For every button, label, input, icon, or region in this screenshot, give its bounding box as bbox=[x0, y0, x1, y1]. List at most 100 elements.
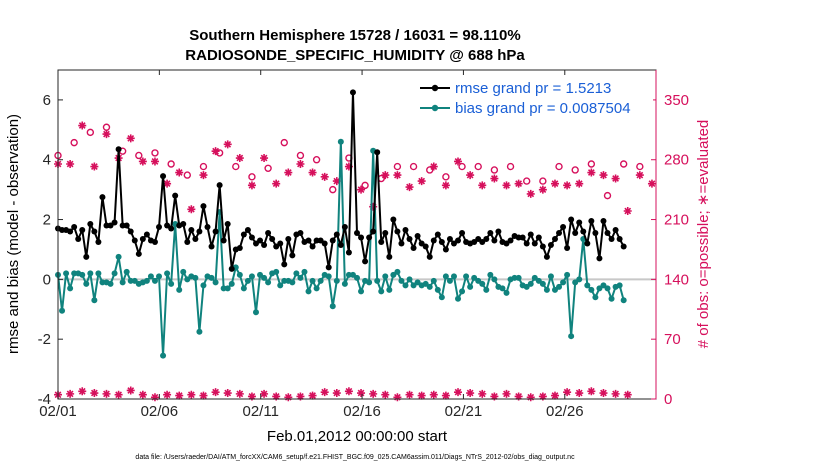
bias-point bbox=[560, 279, 567, 286]
rmse-point bbox=[143, 231, 150, 238]
rmse-point bbox=[398, 240, 405, 247]
obs-evaluated-point bbox=[357, 185, 366, 194]
bias-point bbox=[329, 303, 336, 310]
rmse-point bbox=[487, 230, 494, 237]
bias-point bbox=[608, 295, 615, 302]
rmse-point bbox=[208, 243, 215, 250]
obs-possible-point bbox=[523, 177, 531, 185]
obs-evaluated-point bbox=[441, 181, 450, 190]
y-axis-label: rmse and bias (model - observation) bbox=[5, 114, 22, 354]
y-tick-label: 2 bbox=[43, 212, 51, 229]
bias-point bbox=[83, 280, 90, 287]
bias-point bbox=[487, 271, 494, 278]
rmse-point bbox=[131, 237, 138, 244]
bias-point bbox=[147, 273, 154, 280]
rmse-point bbox=[495, 228, 502, 235]
bias-point bbox=[261, 274, 268, 281]
obs-evaluated-point bbox=[575, 179, 584, 188]
bias-point bbox=[402, 282, 409, 289]
obs-evaluated-point bbox=[175, 168, 184, 177]
obs-evaluated-point bbox=[163, 179, 172, 188]
legend-label-bias: bias grand pr = 0.0087504 bbox=[455, 100, 631, 117]
bias-point bbox=[584, 282, 591, 289]
rmse-point bbox=[410, 244, 417, 251]
rmse-point bbox=[257, 237, 264, 244]
bias-point bbox=[293, 270, 300, 277]
obs-evaluated-point bbox=[599, 171, 608, 180]
bias-point bbox=[515, 274, 522, 281]
rmse-point bbox=[244, 227, 251, 234]
rmse-point bbox=[269, 235, 276, 242]
bias-point bbox=[438, 294, 445, 301]
obs-evaluated-point bbox=[90, 389, 99, 398]
obs-evaluated-point bbox=[405, 183, 414, 192]
obs-evaluated-point bbox=[466, 171, 475, 180]
legend-marker-rmse bbox=[431, 84, 439, 92]
bias-point bbox=[67, 285, 74, 292]
obs-evaluated-point bbox=[502, 389, 511, 398]
bias-point bbox=[455, 295, 462, 302]
rmse-point bbox=[382, 230, 389, 237]
obs-evaluated-point bbox=[260, 154, 269, 163]
y2-tick-label: 70 bbox=[664, 331, 681, 348]
y-axis-left-ticks: -4 -2 0 2 4 6 bbox=[38, 92, 63, 408]
bias-point bbox=[265, 279, 272, 286]
obs-possible-point bbox=[555, 162, 563, 171]
bias-point bbox=[576, 276, 583, 283]
rmse-point bbox=[378, 238, 385, 245]
rmse-point bbox=[261, 241, 268, 248]
obs-evaluated-point bbox=[466, 389, 475, 398]
bias-point bbox=[200, 282, 207, 289]
obs-evaluated-point bbox=[78, 387, 87, 396]
bias-point bbox=[337, 138, 344, 145]
rmse-point bbox=[248, 234, 255, 241]
obs-evaluated-point bbox=[550, 391, 559, 400]
rmse-point bbox=[547, 241, 554, 248]
rmse-point bbox=[168, 225, 175, 232]
bias-point bbox=[63, 270, 70, 277]
bias-point bbox=[248, 273, 255, 280]
obs-evaluated-point bbox=[490, 392, 499, 401]
obs-possible-point bbox=[86, 128, 95, 137]
obs-evaluated-point bbox=[575, 389, 584, 398]
obs-evaluated-point bbox=[369, 389, 378, 398]
rmse-point bbox=[592, 230, 599, 237]
bias-point bbox=[556, 283, 563, 290]
rmse-point bbox=[434, 231, 441, 238]
rmse-point bbox=[588, 218, 595, 225]
rmse-point bbox=[568, 216, 575, 223]
rmse-point bbox=[192, 235, 199, 242]
obs-evaluated-point bbox=[78, 121, 87, 130]
rmse-point bbox=[212, 228, 219, 235]
rmse-point bbox=[240, 231, 247, 238]
x-tick-label: 02/16 bbox=[343, 403, 381, 420]
obs-evaluated-point bbox=[611, 389, 620, 398]
obs-evaluated-point bbox=[344, 387, 353, 396]
obs-evaluated-point bbox=[66, 160, 75, 168]
obs-possible-point bbox=[329, 185, 337, 194]
bias-point bbox=[252, 309, 259, 316]
bias-point bbox=[430, 277, 437, 284]
rmse-point bbox=[386, 253, 393, 260]
bias-point bbox=[212, 279, 219, 286]
rmse-point bbox=[281, 261, 288, 268]
x-tick-label: 02/01 bbox=[39, 403, 77, 420]
rmse-point bbox=[560, 224, 567, 231]
rmse-point bbox=[200, 203, 207, 210]
bias-point bbox=[143, 277, 150, 284]
rmse-point bbox=[111, 219, 118, 226]
bias-point bbox=[374, 277, 381, 284]
bias-point bbox=[119, 279, 126, 286]
bias-point bbox=[236, 271, 243, 278]
x-axis-ticks: 02/01 02/06 02/11 02/16 02/21 02/26 bbox=[39, 70, 584, 420]
obs-evaluated-point bbox=[563, 181, 572, 190]
obs-possible-point bbox=[135, 151, 143, 160]
x-tick-label: 02/06 bbox=[141, 403, 179, 420]
obs-evaluated-point bbox=[611, 174, 620, 183]
obs-evaluated-point bbox=[114, 390, 123, 399]
rmse-point bbox=[297, 230, 304, 237]
bias-point bbox=[151, 277, 158, 284]
bias-point bbox=[378, 288, 385, 295]
obs-possible-point bbox=[506, 162, 515, 171]
obs-evaluated-point bbox=[211, 388, 220, 397]
